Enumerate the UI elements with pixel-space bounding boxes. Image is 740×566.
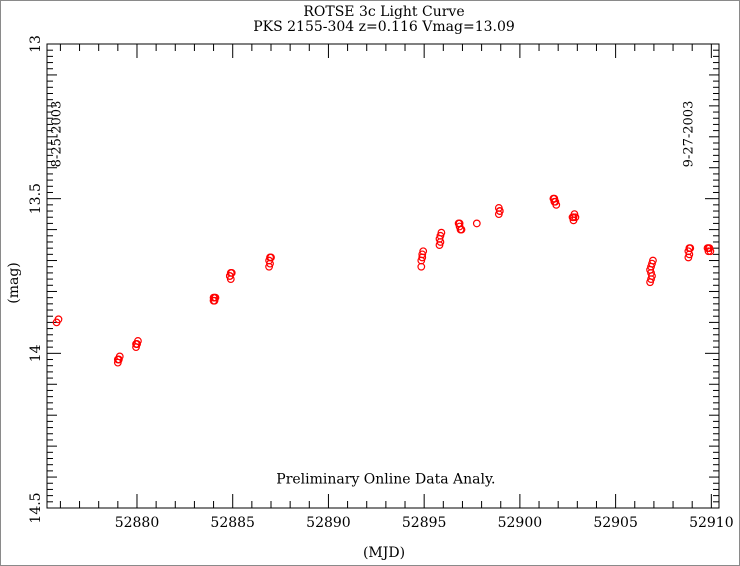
data-point [495,207,504,215]
data-point [417,262,426,271]
x-tick-label: 52880 [115,515,160,531]
y-tick-label: 13 [28,35,44,53]
data-point [684,253,693,262]
x-tick-label: 52900 [498,515,543,531]
annotation-end-date: 9-27-2003 [681,101,696,168]
data-point [225,272,234,280]
data-point [435,234,444,243]
y-tick-label: 13.5 [28,183,44,214]
data-point [211,293,220,302]
annotation-preliminary: Preliminary Online Data Analy. [276,471,495,487]
data-point [133,340,141,348]
chart-subtitle: PKS 2155-304 z=0.116 Vmag=13.09 [253,19,515,35]
y-tick-label: 14.5 [28,492,44,523]
chart-title: ROTSE 3c Light Curve [303,4,464,20]
x-tick-label: 52895 [402,515,447,531]
x-tick-label: 52890 [306,515,351,531]
x-tick-label: 52910 [689,515,734,531]
data-point [704,247,713,256]
annotation-start-date: 8-25-2003 [50,101,65,168]
x-tick-label: 52905 [593,515,638,531]
data-point [646,278,654,287]
x-tick-label: 52885 [210,515,255,531]
data-point [418,253,427,262]
data-point [550,194,559,203]
data-point [472,219,481,228]
data-point [265,262,273,271]
data-point [114,355,123,364]
y-tick-label: 14 [28,344,44,362]
x-axis-label: (MJD) [363,545,405,561]
plot-frame [46,43,720,509]
data-point [647,262,655,271]
axis-ticks: 52880 52885 52890 52895 52900 52905 52910 13 13.… [28,35,734,531]
data-points [52,194,715,367]
y-axis-label: (mag) [6,262,22,304]
data-point [569,216,578,225]
data-point [54,315,63,324]
data-point [455,219,464,228]
